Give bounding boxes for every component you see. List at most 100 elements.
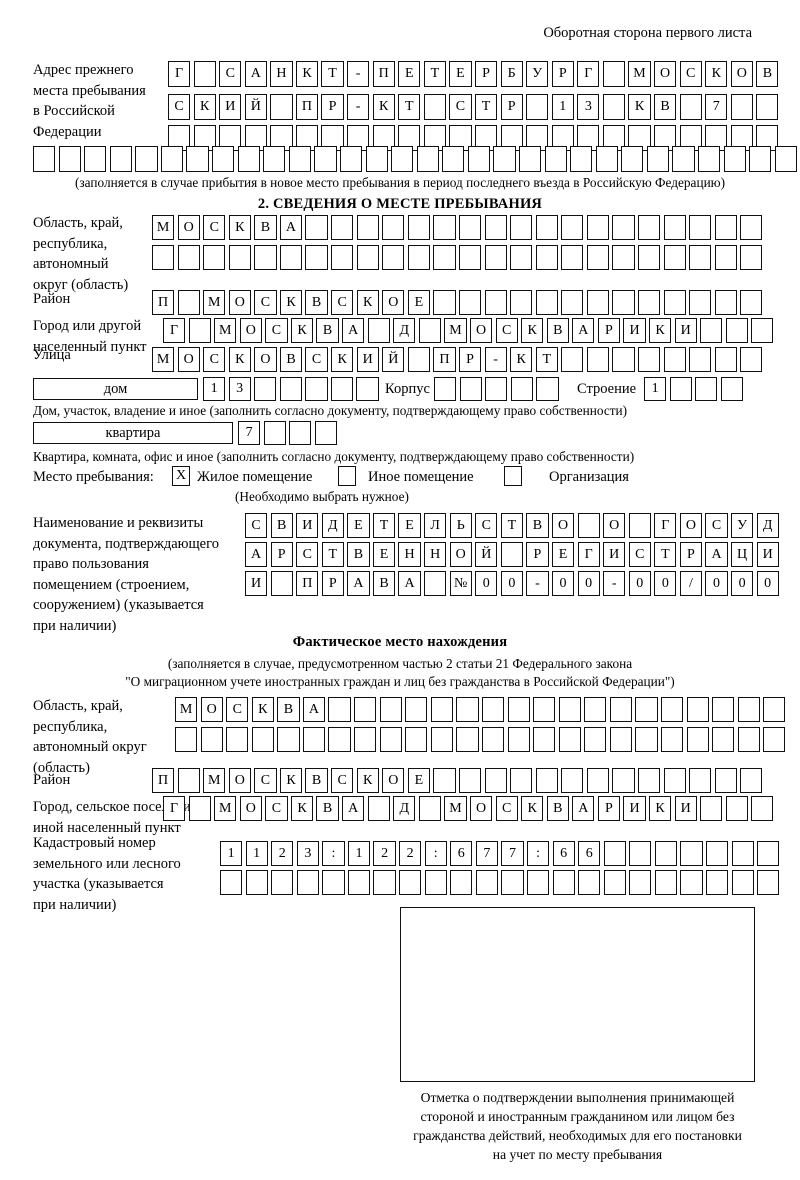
char-cell[interactable]: И — [603, 542, 626, 567]
char-cell[interactable]: С — [679, 61, 702, 87]
char-cell[interactable] — [484, 215, 507, 240]
char-cell[interactable]: У — [526, 61, 549, 87]
char-cell[interactable] — [58, 146, 81, 172]
char-cell[interactable]: П — [295, 94, 319, 120]
char-cell[interactable] — [203, 245, 226, 270]
char-cell[interactable]: Г — [577, 542, 600, 567]
char-cell[interactable] — [756, 94, 779, 120]
char-cell[interactable]: О — [200, 697, 223, 722]
char-cell[interactable] — [305, 215, 328, 240]
char-cell[interactable]: С — [265, 796, 288, 821]
char-cell[interactable]: М — [444, 318, 467, 343]
char-cell[interactable] — [484, 245, 507, 270]
char-cell[interactable]: К — [290, 796, 314, 821]
char-cell[interactable]: 1 — [203, 377, 226, 401]
char-cell[interactable]: А — [342, 796, 365, 821]
char-cell[interactable] — [458, 245, 482, 270]
char-cell[interactable]: 0 — [705, 571, 728, 596]
char-cell[interactable] — [510, 377, 533, 401]
char-cell[interactable]: А — [705, 542, 728, 567]
char-cell[interactable]: К — [228, 347, 251, 372]
char-cell[interactable]: - — [347, 61, 370, 87]
char-cell[interactable] — [533, 697, 556, 722]
char-cell[interactable]: П — [152, 290, 175, 315]
char-cell[interactable] — [356, 215, 379, 240]
char-cell[interactable] — [629, 841, 652, 866]
char-cell[interactable] — [609, 697, 633, 722]
char-cell[interactable] — [558, 697, 581, 722]
char-cell[interactable]: И — [674, 796, 697, 821]
char-cell[interactable] — [484, 768, 507, 793]
char-cell[interactable]: 0 — [730, 571, 754, 596]
char-cell[interactable] — [544, 146, 567, 172]
char-cell[interactable]: Р — [321, 94, 344, 120]
char-cell[interactable]: Р — [474, 61, 498, 87]
char-cell[interactable]: В — [372, 571, 396, 596]
stroenie-cells[interactable]: 1 — [644, 377, 743, 401]
char-cell[interactable] — [510, 215, 533, 240]
char-cell[interactable] — [407, 347, 430, 372]
char-cell[interactable]: К — [193, 94, 216, 120]
char-cell[interactable]: П — [372, 61, 395, 87]
char-cell[interactable]: В — [279, 347, 303, 372]
char-cell[interactable] — [254, 245, 277, 270]
char-cell[interactable]: 0 — [654, 571, 677, 596]
char-cell[interactable]: Т — [423, 61, 446, 87]
char-cell[interactable]: К — [705, 61, 728, 87]
char-cell[interactable] — [714, 290, 737, 315]
section3-region-cells-row-2[interactable] — [175, 727, 786, 752]
char-cell[interactable]: Т — [500, 513, 523, 538]
char-cell[interactable] — [700, 796, 723, 821]
char-cell[interactable] — [740, 215, 763, 240]
char-cell[interactable] — [424, 571, 447, 596]
char-cell[interactable] — [279, 377, 302, 401]
char-cell[interactable] — [433, 768, 456, 793]
char-cell[interactable]: А — [245, 542, 268, 567]
char-cell[interactable] — [700, 318, 723, 343]
char-cell[interactable] — [751, 318, 774, 343]
char-cell[interactable] — [263, 146, 286, 172]
char-cell[interactable] — [271, 870, 294, 895]
char-cell[interactable] — [705, 870, 729, 895]
char-cell[interactable] — [263, 421, 286, 445]
char-cell[interactable] — [405, 697, 428, 722]
char-cell[interactable]: 0 — [577, 571, 600, 596]
char-cell[interactable] — [712, 727, 735, 752]
char-cell[interactable]: О — [551, 513, 575, 538]
char-cell[interactable] — [577, 513, 600, 538]
char-cell[interactable] — [33, 146, 56, 172]
char-cell[interactable] — [407, 245, 430, 270]
char-cell[interactable] — [279, 245, 303, 270]
char-cell[interactable] — [314, 146, 337, 172]
char-cell[interactable] — [570, 146, 593, 172]
char-cell[interactable] — [663, 215, 686, 240]
char-cell[interactable] — [578, 870, 601, 895]
char-cell[interactable]: 1 — [551, 94, 574, 120]
flat-number-cells[interactable]: 7 — [238, 421, 337, 445]
char-cell[interactable]: Н — [398, 542, 421, 567]
char-cell[interactable] — [584, 727, 607, 752]
char-cell[interactable]: К — [228, 215, 251, 240]
char-cell[interactable] — [686, 697, 709, 722]
char-cell[interactable] — [305, 377, 328, 401]
char-cell[interactable] — [637, 768, 661, 793]
char-cell[interactable]: 1 — [220, 841, 243, 866]
char-cell[interactable] — [646, 146, 670, 172]
char-cell[interactable] — [663, 768, 686, 793]
char-cell[interactable]: К — [521, 796, 544, 821]
char-cell[interactable]: И — [623, 318, 646, 343]
char-cell[interactable]: Т — [321, 542, 344, 567]
char-cell[interactable] — [725, 318, 748, 343]
char-cell[interactable]: П — [433, 347, 456, 372]
char-cell[interactable] — [405, 727, 428, 752]
char-cell[interactable]: 1 — [245, 841, 268, 866]
char-cell[interactable]: Л — [424, 513, 447, 538]
char-cell[interactable] — [331, 215, 354, 240]
char-cell[interactable] — [526, 870, 550, 895]
char-cell[interactable] — [356, 245, 379, 270]
char-cell[interactable]: К — [648, 318, 672, 343]
char-cell[interactable] — [328, 697, 351, 722]
